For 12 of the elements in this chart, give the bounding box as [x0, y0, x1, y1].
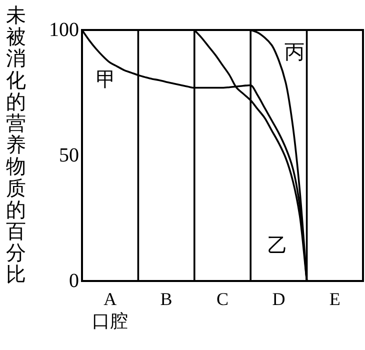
x-tick: D [272, 289, 286, 309]
series-label: 甲 [96, 69, 116, 92]
x-tick: C [216, 289, 228, 309]
y-tick: 0 [69, 270, 79, 292]
x-tick: A 口腔 [92, 289, 128, 331]
x-tick: E [329, 289, 340, 309]
series-label: 乙 [267, 234, 288, 257]
y-tick: 50 [59, 144, 79, 166]
y-tick: 100 [49, 19, 79, 41]
series-label: 丙 [284, 42, 304, 64]
x-tick: B [160, 289, 172, 309]
y-label: 未被消化的营养物质的百分比 [6, 5, 26, 286]
